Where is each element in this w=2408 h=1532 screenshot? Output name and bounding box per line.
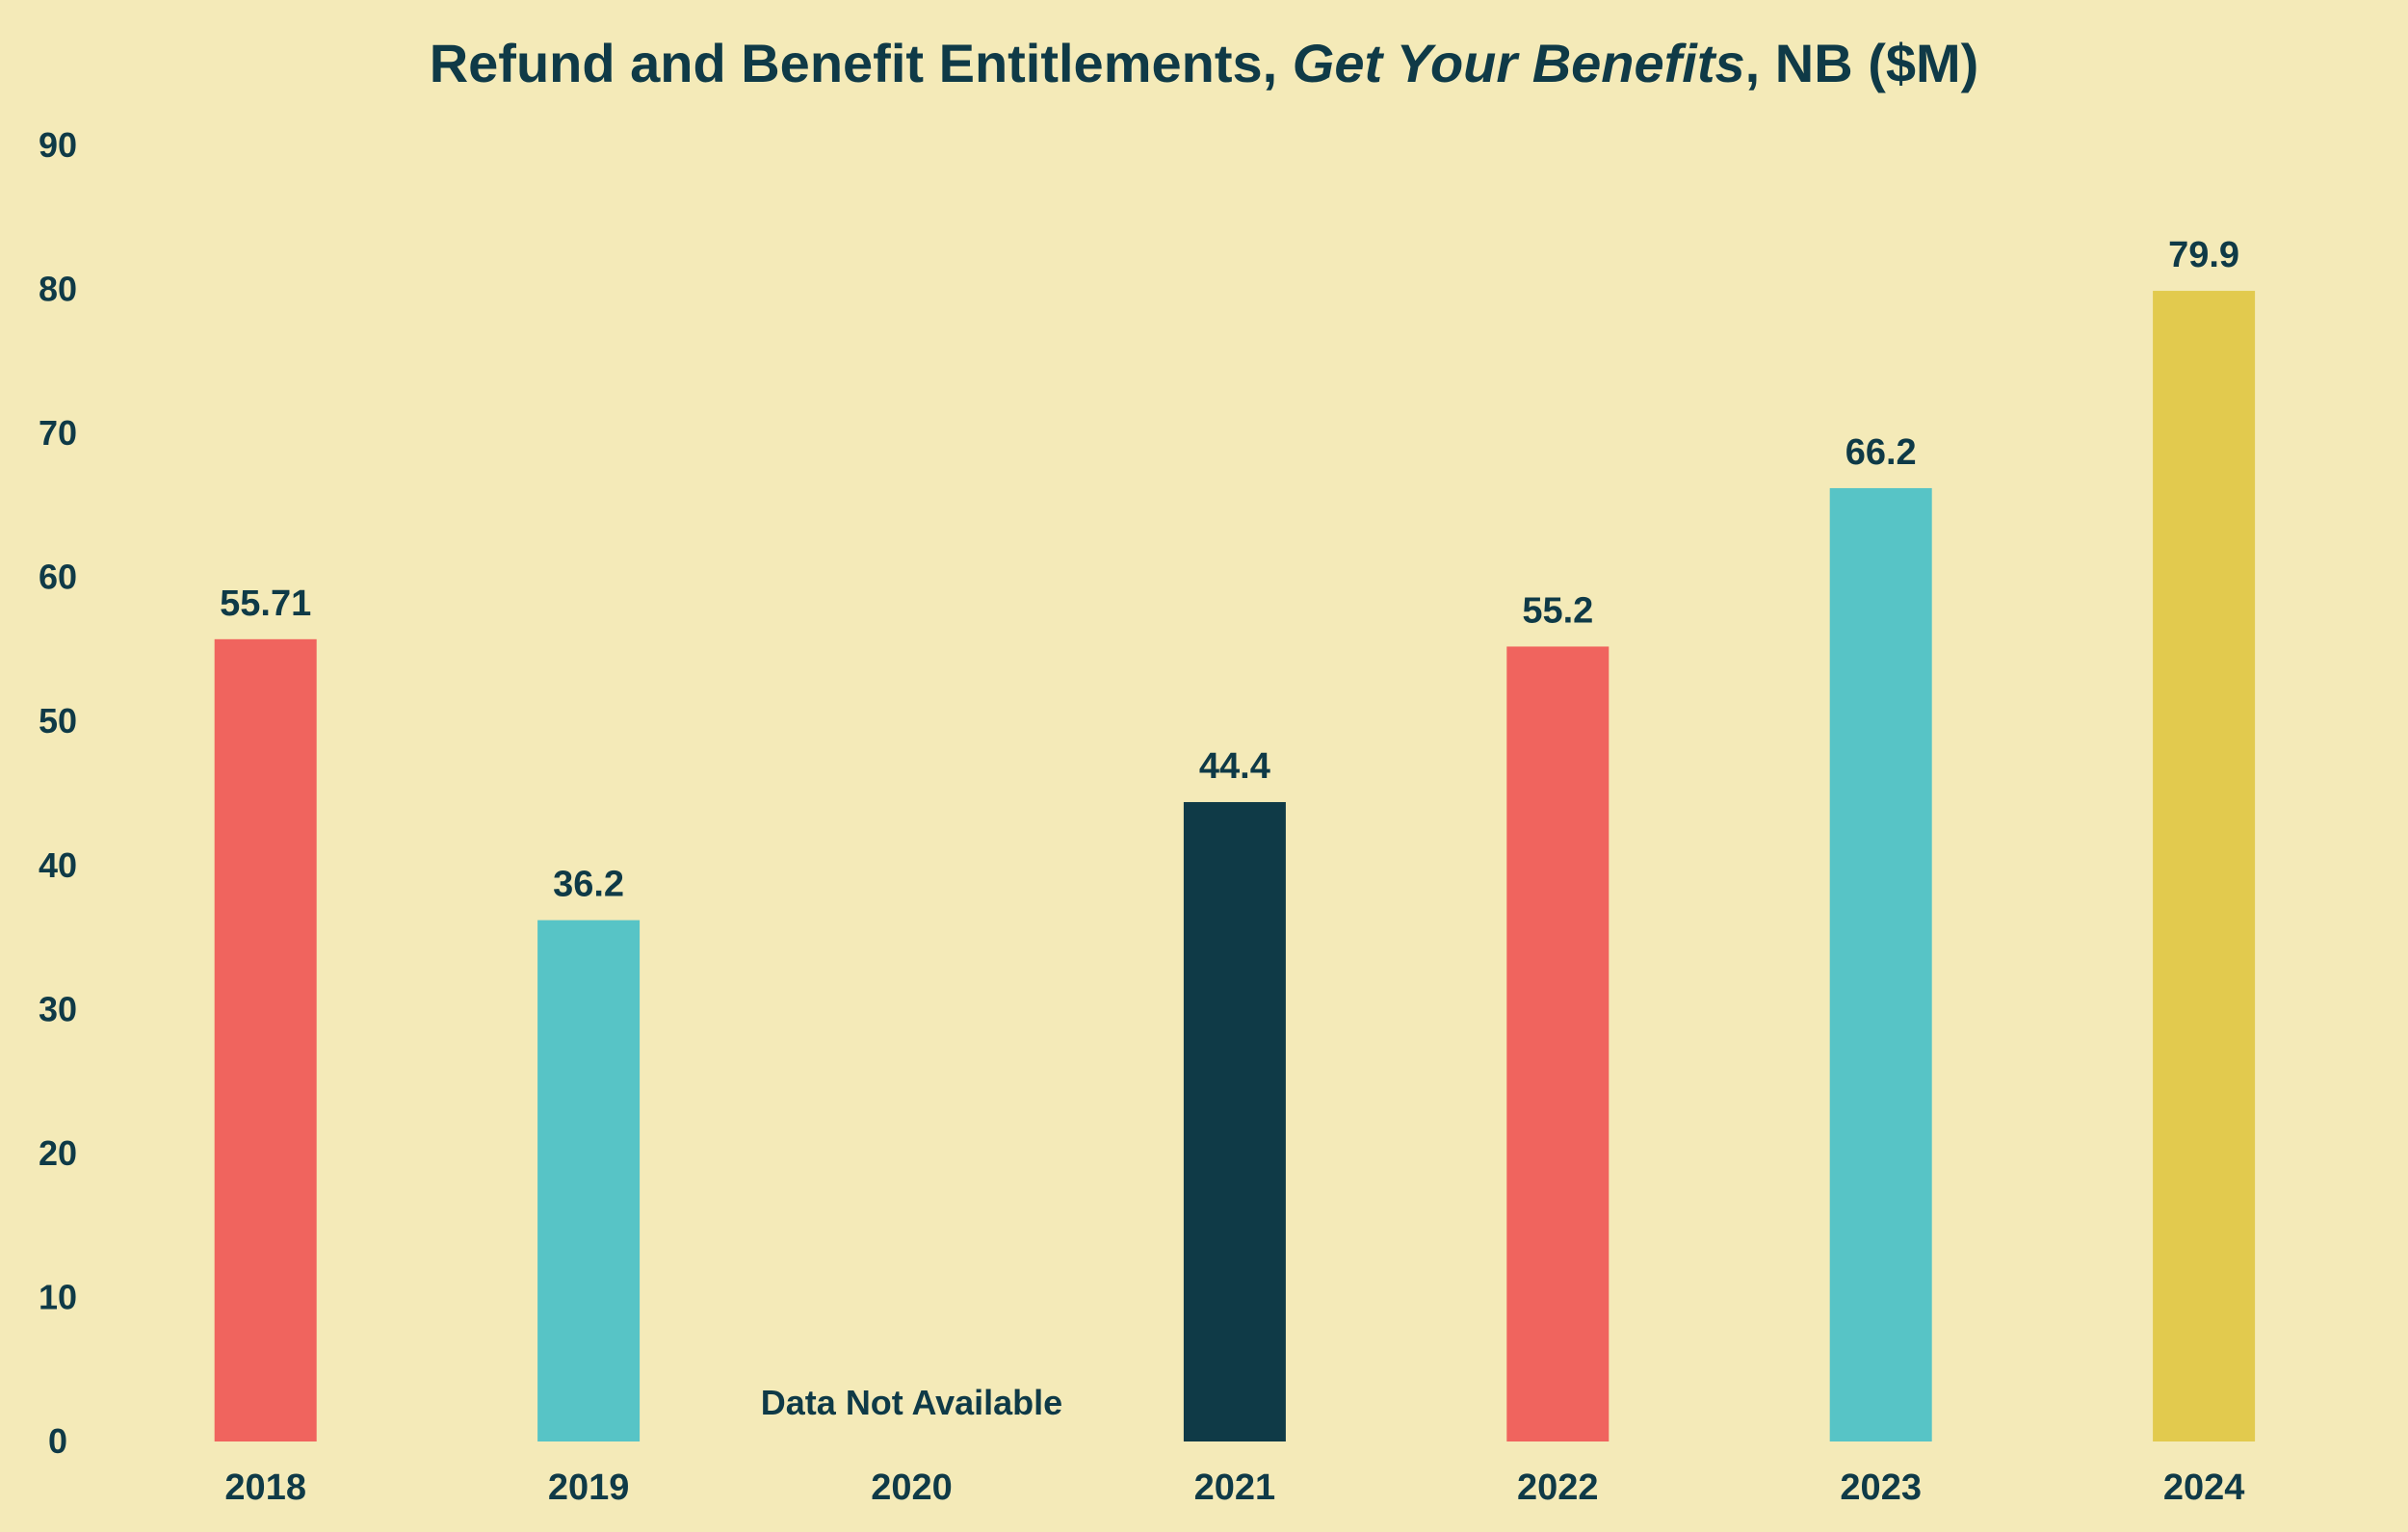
chart-title: Refund and Benefit Entitlements, Get You… — [430, 33, 1979, 93]
bar-2022 — [1506, 646, 1610, 1441]
bar-2023 — [1829, 487, 1932, 1441]
value-label-2021: 44.4 — [1199, 746, 1270, 787]
annotations-group: Data Not Available — [761, 1383, 1062, 1422]
bar-2024 — [2153, 291, 2256, 1441]
value-label-2022: 55.2 — [1522, 590, 1593, 631]
x-tick-label-2019: 2019 — [548, 1467, 630, 1508]
x-tick-label-2020: 2020 — [871, 1467, 953, 1508]
y-tick-label-20: 20 — [39, 1133, 77, 1173]
y-tick-label-50: 50 — [39, 701, 77, 740]
y-tick-label-90: 90 — [39, 125, 77, 165]
value-label-2018: 55.71 — [220, 584, 311, 624]
value-label-2019: 36.2 — [553, 865, 624, 905]
annotation-data-not-available: Data Not Available — [761, 1383, 1062, 1422]
bar-2019 — [537, 920, 641, 1441]
value-label-2023: 66.2 — [1845, 432, 1917, 473]
y-tick-label-80: 80 — [39, 270, 77, 309]
x-axis: 2018 2019 2020 2021 2022 2023 2024 — [224, 1467, 2244, 1508]
y-tick-label-30: 30 — [39, 989, 77, 1028]
chart-title-part1: Refund and Benefit Entitlements, — [430, 33, 1293, 93]
value-label-2024: 79.9 — [2168, 235, 2239, 275]
y-tick-label-40: 40 — [39, 845, 77, 885]
x-tick-label-2024: 2024 — [2163, 1467, 2245, 1508]
y-tick-label-0: 0 — [48, 1421, 67, 1461]
y-tick-label-10: 10 — [39, 1277, 77, 1316]
y-axis: 0 10 20 30 40 50 60 70 80 90 — [39, 125, 77, 1461]
bar-2021 — [1183, 801, 1286, 1441]
x-tick-label-2022: 2022 — [1517, 1467, 1599, 1508]
value-labels-group: 55.71 36.2 44.4 55.2 66.2 79.9 — [220, 235, 2239, 905]
bar-2018 — [214, 638, 317, 1441]
x-tick-label-2018: 2018 — [224, 1467, 306, 1508]
chart-title-part3: , NB ($M) — [1745, 33, 1979, 93]
chart-title-part2: Get Your Benefits — [1293, 33, 1745, 93]
bars-group — [214, 291, 2256, 1441]
y-tick-label-60: 60 — [39, 558, 77, 597]
x-tick-label-2021: 2021 — [1194, 1467, 1276, 1508]
y-tick-label-70: 70 — [39, 413, 77, 453]
x-tick-label-2023: 2023 — [1840, 1467, 1922, 1508]
